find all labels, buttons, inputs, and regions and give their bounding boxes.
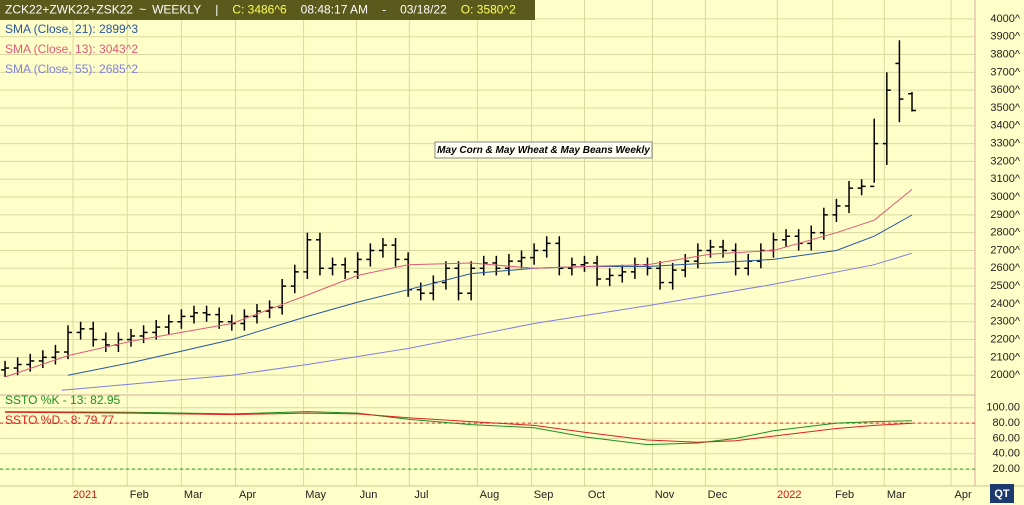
line [61, 252, 913, 391]
annotation-box [434, 141, 653, 159]
y-tick-label: 3100^ [990, 173, 1020, 185]
y-tick-label: 100.00 [986, 402, 1020, 414]
open: O: 3580^2 [461, 3, 516, 17]
y-tick-label: 40.00 [992, 448, 1020, 460]
x-tick-label: 2022 [777, 489, 801, 501]
y-tick-label: 3700^ [990, 66, 1020, 78]
y-tick-label: 2100^ [990, 351, 1020, 363]
legend-label: SMA (Close, 55): 2685^2 [5, 62, 138, 76]
header: ZCK22+ZWK22+ZSK22 ~ WEEKLY | C: 3486^6 08:48:… [5, 3, 516, 17]
y-tick-label: 3400^ [990, 120, 1020, 132]
x-tick-label: Feb [835, 489, 854, 501]
y-tick-label: 3200^ [990, 155, 1020, 167]
period: WEEKLY [152, 3, 201, 17]
x-tick-label: Apr [955, 489, 972, 501]
y-tick-label: 2500^ [990, 280, 1020, 292]
x-tick-label: May [305, 489, 326, 501]
sep: | [215, 3, 218, 17]
x-tick-label: Mar [887, 489, 906, 501]
legend-label: SSTO %D - 8: 79.77 [5, 413, 114, 427]
x-tick-label: Aug [480, 489, 500, 501]
x-tick-label: Jul [414, 489, 428, 501]
annotation: May Corn & May Wheat & May Beans Weekly [437, 145, 650, 156]
symbol: ZCK22+ZWK22+ZSK22 [5, 3, 133, 17]
x-tick-label: Nov [655, 489, 675, 501]
legend-label: SSTO %K - 13: 82.95 [5, 393, 120, 407]
y-tick-label: 4000^ [990, 13, 1020, 25]
y-tick-label: 3500^ [990, 102, 1020, 114]
y-tick-label: 3300^ [990, 138, 1020, 150]
close: C: 3486^6 [232, 3, 287, 17]
y-tick-label: 2600^ [990, 262, 1020, 274]
y-tick-label: 2000^ [990, 369, 1020, 381]
y-tick-label: 2300^ [990, 316, 1020, 328]
y-tick-label: 2800^ [990, 227, 1020, 239]
y-tick-label: 60.00 [992, 432, 1020, 444]
legend-label: SMA (Close, 21): 2899^3 [5, 22, 138, 36]
line [4, 411, 913, 446]
logo: QT [994, 488, 1010, 500]
x-tick-label: Jun [360, 489, 378, 501]
sep: ~ [139, 3, 146, 17]
y-tick-label: 3800^ [990, 48, 1020, 60]
x-tick-label: Mar [184, 489, 203, 501]
y-tick-label: 2900^ [990, 209, 1020, 221]
x-tick-label: 2021 [73, 489, 97, 501]
x-tick-label: Sep [534, 489, 554, 501]
date: 03/18/22 [400, 3, 447, 17]
line [4, 189, 913, 378]
time: 08:48:17 AM [301, 3, 368, 17]
y-tick-label: 2400^ [990, 298, 1020, 310]
x-tick-label: Feb [130, 489, 149, 501]
y-tick-label: 80.00 [992, 417, 1020, 429]
y-tick-label: 2200^ [990, 333, 1020, 345]
y-tick-label: 3900^ [990, 31, 1020, 43]
y-tick-label: 3000^ [990, 191, 1020, 203]
sep: - [382, 3, 386, 17]
y-tick-label: 3600^ [990, 84, 1020, 96]
header-bar [0, 0, 535, 20]
logo-box [990, 484, 1014, 503]
x-tick-label: Apr [239, 489, 256, 501]
x-tick-label: Dec [708, 489, 728, 501]
y-tick-label: 2700^ [990, 244, 1020, 256]
y-tick-label: 20.00 [992, 463, 1020, 475]
x-tick-label: Oct [588, 489, 605, 501]
line [4, 411, 913, 443]
legend-label: SMA (Close, 13): 3043^2 [5, 42, 138, 56]
